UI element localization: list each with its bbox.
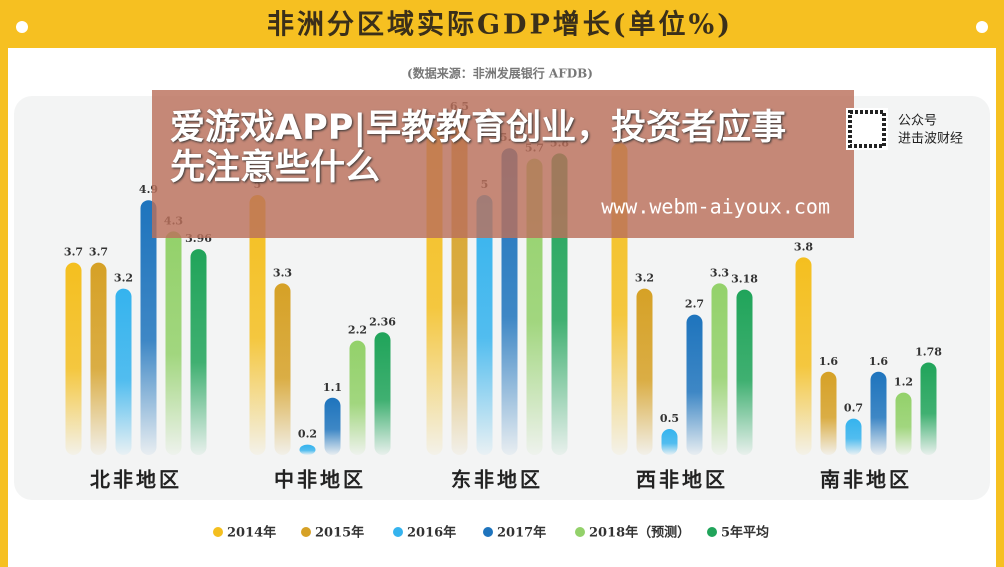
- chart-subtitle: (数据来源：非洲发展银行 AFDB): [407, 66, 593, 81]
- bar: [736, 289, 753, 455]
- legend-marker: [707, 527, 717, 537]
- legend-label: 5年平均: [721, 525, 769, 541]
- bar: [299, 444, 316, 455]
- bar: [476, 195, 493, 455]
- dot: [16, 21, 28, 33]
- legend-marker: [393, 527, 403, 537]
- overlay-banner: [152, 90, 854, 238]
- bar: [895, 392, 912, 455]
- x-tick-label: 西非地区: [636, 468, 728, 492]
- bar: [374, 332, 391, 455]
- data-label: 1.2: [894, 376, 913, 389]
- overlay-text-box: 爱游戏APP|早教教育创业，投资者应事先注意些什么: [170, 108, 787, 188]
- data-label: 2.7: [685, 298, 704, 311]
- data-label: 3.8: [794, 240, 813, 253]
- bar: [870, 371, 887, 455]
- data-label: 3.2: [114, 272, 133, 285]
- data-label: 3.18: [731, 273, 758, 286]
- data-label: 0.7: [844, 402, 863, 415]
- legend-label: 2014年: [227, 525, 276, 541]
- bar: [795, 257, 812, 455]
- data-label: 3.3: [273, 266, 292, 279]
- bar: [711, 283, 728, 455]
- bar: [324, 397, 341, 455]
- dot: [976, 21, 988, 33]
- overlay-headline: 爱游戏APP|早教教育创业，投资者应事先注意些什么: [170, 108, 787, 188]
- qr-code: [846, 108, 888, 150]
- x-tick-label: 东非地区: [451, 468, 543, 492]
- bar: [90, 262, 107, 455]
- x-tick-label: 北非地区: [90, 468, 182, 492]
- overlay-url: www.webm-aiyoux.com: [601, 195, 830, 219]
- bar: [349, 340, 366, 455]
- qr-caption: 公众号: [898, 114, 937, 129]
- data-label: 2.36: [369, 315, 396, 328]
- bar: [820, 371, 837, 455]
- data-label: 0.5: [660, 412, 679, 425]
- bar: [636, 288, 653, 455]
- bar: [190, 249, 207, 455]
- x-tick-label: 中非地区: [274, 468, 366, 492]
- bar: [274, 283, 291, 455]
- bar: [65, 262, 82, 455]
- data-label: 3.2: [635, 272, 654, 285]
- x-tick-label: 南非地区: [820, 468, 912, 492]
- data-label: 3.7: [89, 246, 108, 259]
- bar: [686, 314, 703, 455]
- legend-marker: [301, 527, 311, 537]
- data-label: 1.6: [869, 355, 888, 368]
- data-label: 2.2: [348, 324, 367, 337]
- legend-marker: [483, 527, 493, 537]
- data-label: 1.6: [819, 355, 838, 368]
- bar: [165, 231, 182, 455]
- chart-title: 非洲分区域实际GDP增长(单位%): [267, 9, 733, 41]
- legend-label: 2015年: [315, 525, 364, 541]
- bar: [115, 288, 132, 455]
- legend-label: 2018年（预测）: [589, 525, 690, 541]
- bar: [140, 200, 157, 455]
- legend-label: 2017年: [497, 525, 546, 541]
- qr-pattern: [848, 110, 886, 148]
- legend-marker: [213, 527, 223, 537]
- bar: [920, 362, 937, 455]
- data-label: 0.2: [298, 428, 317, 441]
- bar: [845, 418, 862, 455]
- data-label: 3.3: [710, 266, 729, 279]
- bar: [249, 195, 266, 455]
- legend-label: 2016年: [407, 525, 456, 541]
- legend-marker: [575, 527, 585, 537]
- qr-caption: 进击波财经: [898, 132, 963, 147]
- bar: [661, 429, 678, 455]
- data-label: 1.1: [323, 381, 342, 394]
- data-label: 1.78: [915, 345, 942, 358]
- data-label: 3.7: [64, 246, 83, 259]
